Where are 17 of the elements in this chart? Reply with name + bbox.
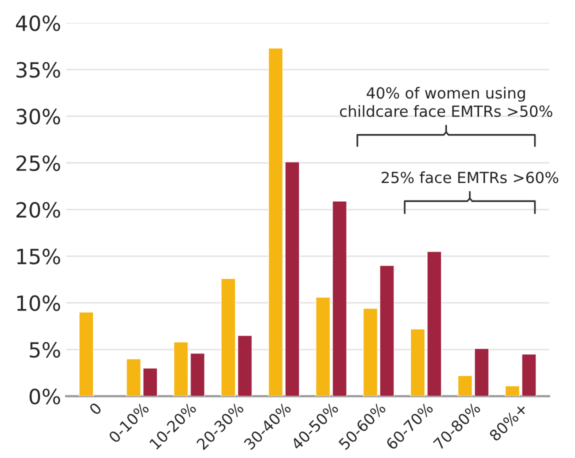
bar — [268, 48, 284, 396]
bar — [426, 251, 442, 396]
bar — [410, 328, 426, 396]
y-tick-label: 10% — [17, 295, 60, 312]
annotation: 40% of women using childcare face EMTRs >50% — [340, 86, 552, 117]
y-tick-label: 25% — [16, 155, 60, 172]
y-tick-label: 35% — [16, 62, 60, 78]
y-tick-label: 15% — [17, 248, 60, 264]
y-tick-label: 0% — [30, 388, 60, 404]
x-tick-label: 0 — [88, 402, 102, 416]
y-tick-label: 40% — [16, 15, 60, 32]
bar — [78, 312, 94, 396]
y-tick-label: 20% — [16, 202, 60, 218]
bar — [284, 162, 300, 396]
annotation: 25% face EMTRs >60% — [382, 171, 558, 184]
y-tick-label: 30% — [16, 108, 60, 124]
y-tick-label: 5% — [30, 342, 60, 358]
